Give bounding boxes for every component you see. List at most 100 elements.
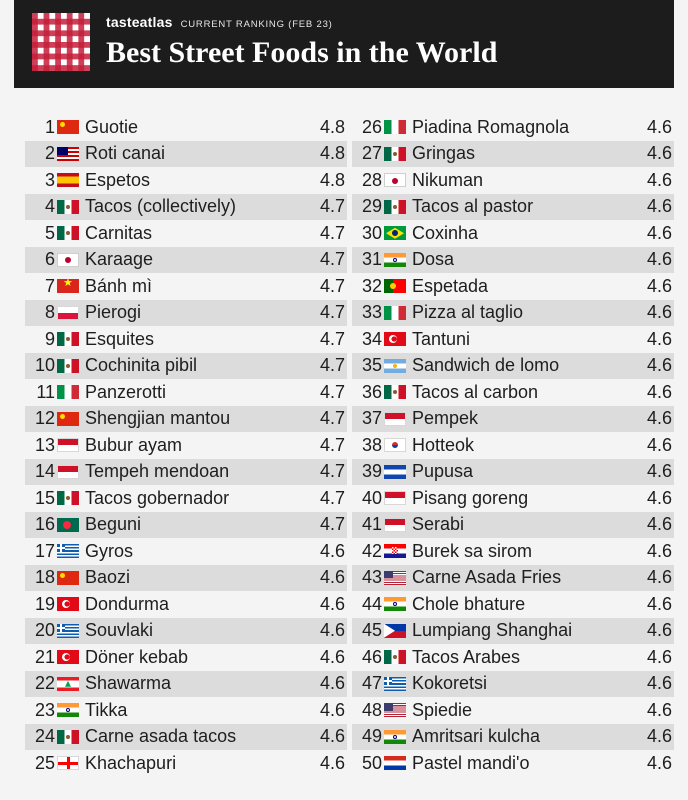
rating-value: 4.6 [646,249,672,270]
mexico-flag-icon [57,729,79,744]
food-name: Cochinita pibil [85,355,198,376]
list-item: 16 Beguni 4.7 [25,511,347,538]
rank-number: 25 [34,752,55,773]
poland-flag-icon [57,305,79,320]
indonesia-flag-icon [57,438,79,453]
spain-flag-icon [57,173,79,188]
ranking-label: CURRENT RANKING (FEB 23) [180,19,333,30]
rating-value: 4.6 [319,673,345,694]
rating-value: 4.6 [646,355,672,376]
greece-flag-icon [57,544,79,559]
rating-value: 4.7 [319,487,345,508]
list-item: 1 Guotie 4.8 [25,114,347,141]
food-name: Karaage [85,249,154,270]
mexico-flag-icon [57,358,79,373]
rank-number: 33 [361,302,382,323]
food-name: Kokoretsi [412,673,488,694]
list-item: 37 Pempek 4.6 [352,405,674,432]
rank-number: 35 [361,355,382,376]
list-item: 39 Pupusa 4.6 [352,458,674,485]
food-name: Serabi [412,514,465,535]
italy-flag-icon [57,385,79,400]
turkey-flag-icon [384,332,406,347]
rating-value: 4.6 [646,567,672,588]
rating-value: 4.6 [319,567,345,588]
list-item: 11 Panzerotti 4.7 [25,379,347,406]
south-korea-flag-icon [384,438,406,453]
rating-value: 4.6 [646,408,672,429]
malaysia-flag-icon [57,146,79,161]
mexico-flag-icon [57,332,79,347]
list-item: 40 Pisang goreng 4.6 [352,485,674,512]
list-item: 4 Tacos (collectively) 4.7 [25,193,347,220]
list-item: 35 Sandwich de lomo 4.6 [352,352,674,379]
brand-name: tasteatlas [106,14,173,30]
list-item: 8 Pierogi 4.7 [25,299,347,326]
rating-value: 4.6 [319,646,345,667]
china-flag-icon [57,570,79,585]
rank-number: 9 [44,328,55,349]
turkey-flag-icon [57,597,79,612]
lebanon-flag-icon [57,676,79,691]
rank-number: 19 [34,593,55,614]
rank-number: 37 [361,408,382,429]
rating-value: 4.6 [646,752,672,773]
food-name: Hotteok [412,434,475,455]
rank-number: 17 [34,540,55,561]
rating-value: 4.7 [319,408,345,429]
food-name: Pempek [412,408,479,429]
rank-number: 28 [361,169,382,190]
list-item: 6 Karaage 4.7 [25,246,347,273]
food-name: Tantuni [412,328,471,349]
food-name: Carne asada tacos [85,726,237,747]
rating-value: 4.7 [319,434,345,455]
food-name: Piadina Romagnola [412,116,570,137]
page-title: Best Street Foods in the World [106,36,498,69]
food-name: Tacos Arabes [412,646,521,667]
food-name: Döner kebab [85,646,189,667]
list-item: 10 Cochinita pibil 4.7 [25,352,347,379]
list-item: 19 Dondurma 4.6 [25,591,347,618]
list-item: 3 Espetos 4.8 [25,167,347,194]
list-item: 34 Tantuni 4.6 [352,326,674,353]
list-item: 29 Tacos al pastor 4.6 [352,193,674,220]
italy-flag-icon [384,305,406,320]
india-flag-icon [384,252,406,267]
rating-value: 4.7 [319,328,345,349]
indonesia-flag-icon [384,517,406,532]
rating-value: 4.6 [646,328,672,349]
bangladesh-flag-icon [57,517,79,532]
rating-value: 4.7 [319,514,345,535]
rank-number: 2 [44,143,55,164]
rating-value: 4.6 [646,381,672,402]
rank-number: 40 [361,487,382,508]
list-item: 32 Espetada 4.6 [352,273,674,300]
rank-number: 42 [361,540,382,561]
food-name: Shawarma [85,673,172,694]
food-name: Tacos gobernador [85,487,230,508]
georgia-flag-icon [57,756,79,771]
ranking-list-right: 26 Piadina Romagnola 4.6 27 Gringas 4.6 28 Niku… [352,114,674,777]
rank-number: 46 [361,646,382,667]
turkey-flag-icon [57,650,79,665]
mexico-flag-icon [384,650,406,665]
china-flag-icon [57,120,79,135]
rank-number: 31 [361,249,382,270]
list-item: 44 Chole bhature 4.6 [352,591,674,618]
rating-value: 4.6 [646,302,672,323]
usa-flag-icon [384,703,406,718]
food-name: Tacos (collectively) [85,196,237,217]
rating-value: 4.6 [646,514,672,535]
vietnam-flag-icon [57,276,79,294]
indonesia-flag-icon [57,464,79,479]
food-name: Bánh mì [85,275,153,296]
rank-number: 50 [361,752,382,773]
china-flag-icon [57,411,79,426]
paraguay-flag-icon [384,756,406,771]
rank-number: 8 [44,302,55,323]
el-salvador-flag-icon [384,464,406,479]
food-name: Carne Asada Fries [412,567,562,588]
rating-value: 4.6 [646,593,672,614]
rating-value: 4.7 [319,461,345,482]
